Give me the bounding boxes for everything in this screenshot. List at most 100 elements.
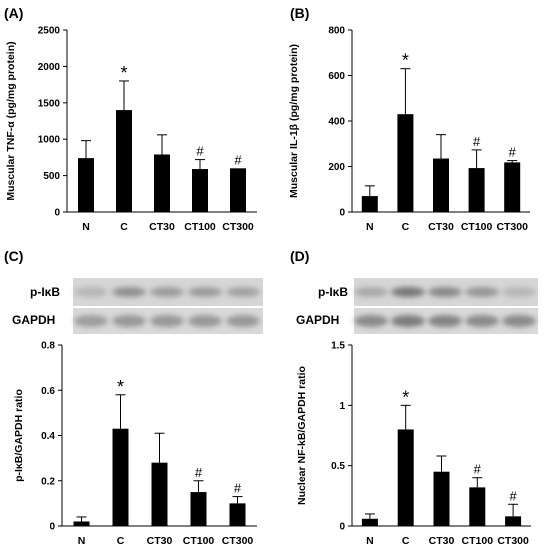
y-axis-label: Nuclear NF-kB/GAPDH ratio (296, 366, 308, 505)
significance-hash: # (474, 462, 482, 477)
y-tick-label: 0 (49, 522, 55, 533)
blot-band (188, 315, 222, 327)
blot-band (74, 287, 108, 297)
bar-ct100 (192, 169, 208, 212)
bar-ct100 (469, 487, 486, 526)
x-tick-label: CT300 (222, 535, 254, 547)
bar-ct300 (229, 503, 246, 526)
y-tick-label: 600 (328, 71, 345, 82)
blot-band (465, 315, 499, 327)
blot-band (226, 287, 260, 297)
significance-hash: # (234, 152, 242, 167)
blot-band (354, 287, 388, 297)
bar-ct100 (190, 492, 207, 526)
significance-hash: # (234, 481, 242, 496)
x-tick-label: CT300 (497, 535, 529, 547)
x-tick-label: CT300 (222, 221, 254, 233)
western-blot-d: p-IκB GAPDH (296, 278, 538, 334)
bar-n (361, 196, 378, 212)
chart-a: 0 500 1000 1500 2000 2500 Muscular TNF-α (pg/m… (5, 26, 257, 233)
blot-band (428, 315, 462, 327)
x-tick-label: C (120, 221, 128, 233)
blot-label-gapdh-c: GAPDH (12, 313, 55, 327)
blot-band (391, 287, 425, 297)
x-tick-label: N (366, 221, 374, 233)
y-tick-label: 400 (328, 117, 345, 128)
x-tick-label: CT300 (496, 221, 528, 233)
significance-hash: # (196, 144, 204, 159)
y-axis-label: p-IκB/GAPDH ratio (13, 389, 25, 482)
y-tick-label: 2000 (38, 62, 61, 73)
x-tick-label: C (402, 221, 410, 233)
y-tick-label: 800 (328, 26, 345, 37)
y-axis-label: Muscular IL-1β (pg/mg protein) (288, 44, 300, 198)
bar-ct30 (433, 158, 449, 212)
significance-hash: # (509, 488, 517, 503)
blot-label-p-ikb-c: p-IκB (30, 285, 60, 299)
blot-band (226, 315, 260, 327)
x-tick-label: N (366, 535, 374, 547)
significance-star: * (117, 377, 124, 397)
blot-band (354, 315, 388, 327)
bar-c (116, 110, 132, 212)
chart-d: 0 0.5 1 1.5 Nuclear NF-kB/GAPDH ratio N * C CT30… (296, 341, 531, 547)
blot-band (502, 315, 536, 327)
y-tick-label: 1 (339, 401, 345, 412)
x-tick-label: CT30 (429, 535, 455, 547)
bar-ct30 (154, 154, 170, 212)
significance-star: * (402, 387, 409, 407)
y-tick-label: 0 (339, 208, 345, 219)
x-tick-label: CT30 (147, 535, 173, 547)
blot-label-gapdh-d: GAPDH (296, 313, 339, 327)
bar-c (397, 429, 414, 526)
bar-ct30 (151, 462, 168, 526)
y-tick-label: 0 (339, 522, 345, 533)
y-tick-label: 1000 (38, 135, 61, 146)
x-tick-label: C (117, 535, 125, 547)
bar-ct300 (505, 516, 522, 526)
blot-label-p-ikb-d: p-IκB (318, 285, 348, 299)
blot-band (112, 315, 146, 327)
bar-c (397, 114, 414, 212)
bar-n (361, 518, 378, 526)
bar-ct300 (230, 168, 246, 212)
y-tick-label: 2500 (38, 26, 61, 37)
chart-c: 0 0.2 0.4 0.6 0.8 p-IκB/GAPDH ratio N * C CT30 # CT… (13, 341, 257, 547)
bar-c (112, 428, 129, 526)
y-tick-label: 0.8 (41, 341, 55, 352)
y-tick-label: 0 (54, 208, 60, 219)
y-tick-label: 0.6 (41, 386, 55, 397)
panel-label-c: (C) (4, 248, 23, 264)
western-blot-c: p-IκB GAPDH (12, 278, 263, 334)
blot-band (74, 315, 108, 327)
x-tick-label: CT100 (461, 221, 493, 233)
significance-hash: # (195, 465, 203, 480)
chart-b: 0 200 400 600 800 Muscular IL-1β (pg/mg prote… (288, 26, 530, 233)
y-tick-label: 1.5 (331, 341, 345, 352)
y-tick-label: 200 (328, 162, 345, 173)
x-tick-label: CT100 (184, 221, 216, 233)
bar-n (78, 158, 94, 212)
bar-ct30 (433, 471, 450, 526)
y-axis-label: Muscular TNF-α (pg/mg protein) (5, 41, 17, 200)
y-tick-label: 0.2 (41, 476, 55, 487)
panel-label-b: (B) (290, 5, 309, 21)
blot-band (150, 287, 184, 297)
x-tick-label: N (78, 535, 86, 547)
x-tick-label: CT30 (428, 221, 454, 233)
blot-band (150, 315, 184, 327)
panel-label-d: (D) (290, 248, 309, 264)
x-tick-label: N (82, 221, 90, 233)
significance-star: * (402, 51, 409, 71)
x-tick-label: CT30 (149, 221, 175, 233)
significance-hash: # (509, 145, 517, 160)
y-tick-label: 0.5 (331, 461, 345, 472)
blot-band (391, 315, 425, 327)
blot-band (188, 287, 222, 297)
x-tick-label: C (402, 535, 410, 547)
significance-hash: # (473, 134, 481, 149)
panel-label-a: (A) (4, 5, 23, 21)
blot-band (465, 287, 499, 297)
y-tick-label: 500 (43, 171, 60, 182)
